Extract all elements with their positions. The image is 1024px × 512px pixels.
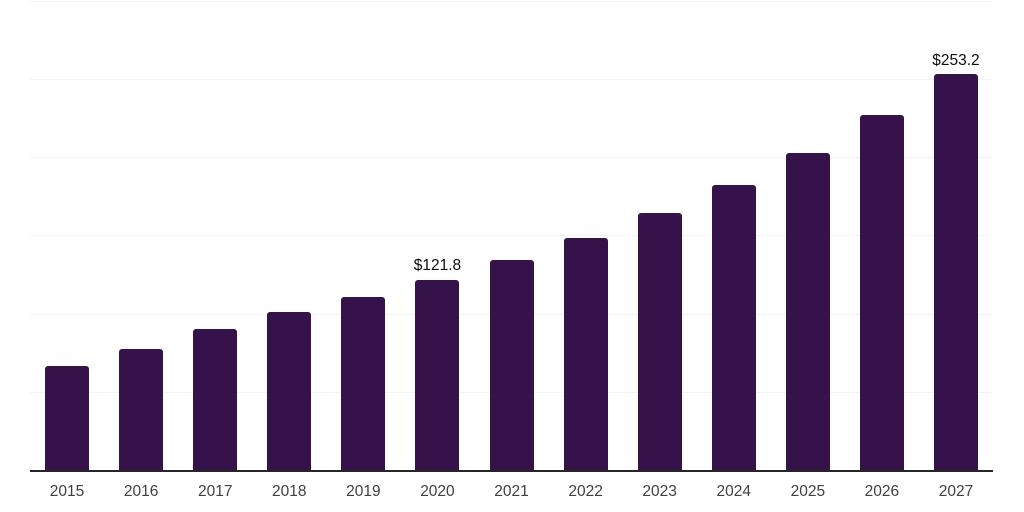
bar-slot-2019 xyxy=(326,1,400,470)
x-tick-2018: 2018 xyxy=(272,483,307,500)
bar-slot-2023 xyxy=(623,1,697,470)
bar-2020 xyxy=(415,279,460,470)
bar-slot-2015 xyxy=(30,1,104,470)
bar-slot-2022 xyxy=(549,1,623,470)
bar-slot-2026 xyxy=(845,1,919,470)
x-tick-2026: 2026 xyxy=(864,483,900,500)
gridline-300 xyxy=(30,1,993,2)
x-tick-2015: 2015 xyxy=(49,483,85,500)
bar-2023 xyxy=(637,213,682,470)
x-tick-2024: 2024 xyxy=(716,483,751,500)
gridline-200 xyxy=(30,157,993,158)
bar-2024 xyxy=(711,185,756,470)
x-tick-2021: 2021 xyxy=(494,483,529,500)
bar-slot-2024 xyxy=(697,1,771,470)
bar-slot-2021 xyxy=(474,1,548,470)
x-tick-2025: 2025 xyxy=(790,483,826,500)
x-axis-labels: 2015 2016 2017 2018 2019 2020 2021 2022 2023 2024… xyxy=(30,472,993,500)
x-tick-2016: 2016 xyxy=(123,483,159,500)
bar-slot-2020: $121.8 xyxy=(400,1,474,470)
data-label-2020: $121.8 xyxy=(413,257,462,275)
x-tick-2023: 2023 xyxy=(642,483,677,500)
bar-2021 xyxy=(489,260,534,470)
bar-slot-2027: $253.2 xyxy=(919,1,993,470)
bar-slot-2017 xyxy=(178,1,252,470)
data-label-2027: $253.2 xyxy=(932,51,980,69)
x-tick-2027: 2027 xyxy=(938,483,974,500)
bar-2017 xyxy=(193,329,238,470)
bar-2026 xyxy=(859,115,904,470)
bar-slot-2018 xyxy=(252,1,326,470)
bars-container: $121.8 $253.2 xyxy=(30,1,993,470)
gridline-150 xyxy=(30,235,993,236)
bar-2019 xyxy=(341,296,386,470)
bar-2018 xyxy=(267,311,312,470)
bar-2022 xyxy=(563,238,608,470)
bar-2027 xyxy=(933,74,978,470)
bar-2025 xyxy=(785,153,830,470)
x-tick-2022: 2022 xyxy=(568,483,603,500)
x-tick-2017: 2017 xyxy=(197,483,233,500)
x-tick-2020: 2020 xyxy=(420,483,455,500)
bar-slot-2025 xyxy=(771,1,845,470)
bar-2015 xyxy=(45,366,90,470)
gridline-250 xyxy=(30,79,993,80)
bar-slot-2016 xyxy=(104,1,178,470)
x-tick-2019: 2019 xyxy=(346,483,381,500)
plot-area: $121.8 $253.2 xyxy=(30,1,993,472)
bar-2016 xyxy=(119,348,164,470)
